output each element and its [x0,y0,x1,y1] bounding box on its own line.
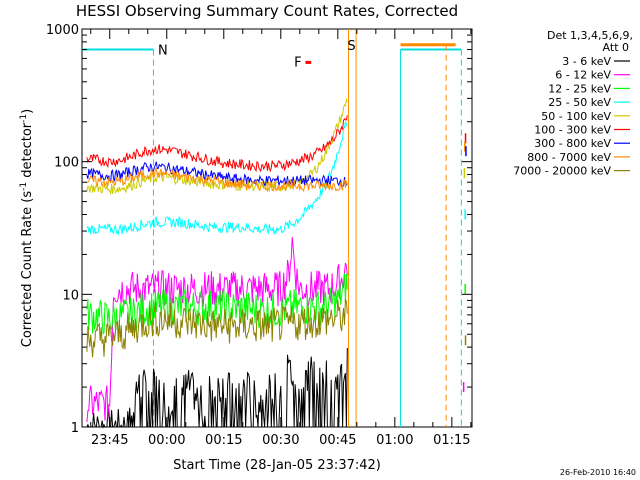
x-axis-label: Start Time (28-Jan-05 23:37:42) [173,458,381,473]
series-line [86,161,348,188]
saa-label: S [347,39,355,54]
legend-entry-label: 300 - 800 keV [534,137,611,150]
x-axis: 23:45 00:00 00:15 00:30 00:45 01:00 01:15 [90,29,472,448]
series-line [86,347,348,429]
series-line [86,120,348,236]
x-tick-label: 00:30 [262,433,299,448]
series-line [86,115,348,173]
legend-entry-label: 7000 - 20000 keV [513,165,611,178]
flare-label: F [294,55,301,70]
chart-title: HESSI Observing Summary Count Rates, Cor… [76,2,458,20]
night-label: N [158,44,168,59]
series-line [86,298,348,358]
y-axis-label: Corrected Count Rate (s-1 detector-1) [19,109,35,347]
x-tick-label: 01:15 [433,433,470,448]
legend-entry-label: 25 - 50 keV [548,96,611,109]
y-tick-label: 10 [62,288,79,303]
y-tick-label: 100 [54,156,79,171]
legend-entry-label: 12 - 25 keV [548,82,611,95]
legend-entry-label: 50 - 100 keV [541,110,611,123]
x-tick-label: 23:45 [91,433,128,448]
y-tick-label: 1 [71,421,79,436]
legend-entry-label: 800 - 7000 keV [527,151,611,164]
legend-entry-label: 3 - 6 keV [562,55,611,68]
plot-area [81,28,473,429]
timestamp: 26-Feb-2010 16:40 [560,468,636,477]
legend-entry-label: 100 - 300 keV [534,124,611,137]
x-tick-label: 01:00 [376,433,413,448]
series-line [86,237,348,423]
series-line [86,167,348,193]
legend-header-attenuator: Att 0 [603,41,629,54]
y-axis: 1 10 100 1000 [46,23,472,436]
x-tick-label: 00:45 [319,433,356,448]
legend-entry-label: 6 - 12 keV [555,69,611,82]
y-tick-label: 1000 [46,23,79,38]
legend-header-detectors: Det 1,3,4,5,6,9, [547,29,633,42]
x-tick-label: 00:00 [148,433,185,448]
x-tick-label: 00:15 [205,433,242,448]
